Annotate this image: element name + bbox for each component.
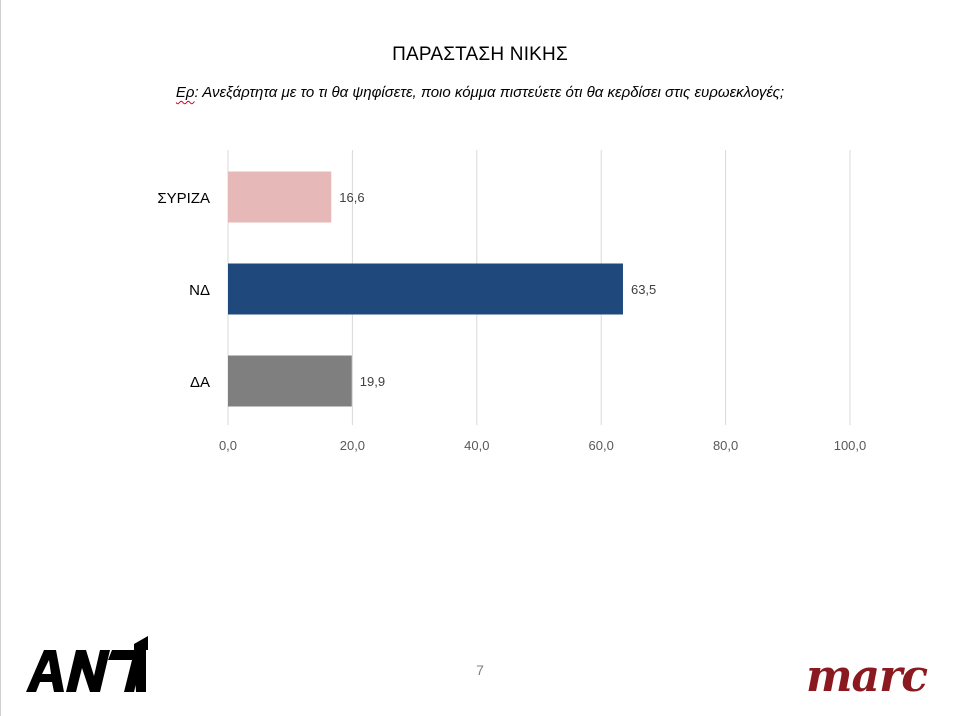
question-text: : Ανεξάρτητα με το τι θα ψηφίσετε, ποιο … xyxy=(194,84,785,101)
x-tick-label: 100,0 xyxy=(834,438,867,453)
question-prefix: Ερ xyxy=(175,84,195,101)
marc-logo: marc xyxy=(806,651,928,702)
bar-3 xyxy=(228,355,352,407)
x-tick-label: 80,0 xyxy=(713,438,738,453)
slide-left-border xyxy=(0,0,1,716)
chart-subtitle: Ερ: Ανεξάρτητα με το τι θα ψηφίσετε, ποι… xyxy=(0,84,960,101)
ant1-logo xyxy=(26,636,148,692)
x-tick-label: 60,0 xyxy=(589,438,614,453)
category-label: ΔΑ xyxy=(190,374,210,391)
bar-2 xyxy=(228,263,623,315)
value-label: 16,6 xyxy=(339,190,364,205)
x-tick-label: 0,0 xyxy=(219,438,237,453)
x-tick-label: 20,0 xyxy=(340,438,365,453)
chart-title: ΠΑΡΑΣΤΑΣΗ ΝΙΚΗΣ xyxy=(392,44,568,65)
value-label: 19,9 xyxy=(360,374,385,389)
category-label: ΣΥΡΙΖΑ xyxy=(157,190,210,207)
category-label: ΝΔ xyxy=(189,282,210,299)
bar-1 xyxy=(228,171,332,223)
value-label: 63,5 xyxy=(631,282,656,297)
x-tick-label: 40,0 xyxy=(464,438,489,453)
page-number: 7 xyxy=(476,662,484,678)
